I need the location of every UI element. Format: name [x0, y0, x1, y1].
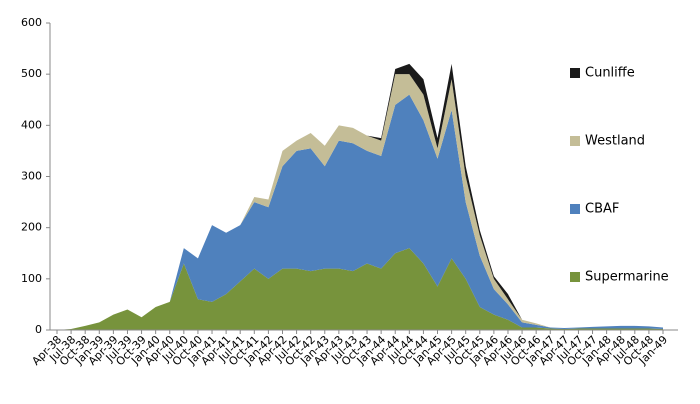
y-tick-label: 100	[21, 272, 42, 285]
y-tick-label: 500	[21, 67, 42, 80]
y-tick-label: 300	[21, 170, 42, 183]
legend-label: CBAF	[585, 202, 619, 217]
legend-label: Westland	[585, 134, 645, 149]
area	[57, 94, 663, 330]
y-tick-label: 400	[21, 118, 42, 131]
legend-swatch	[570, 136, 580, 146]
legend-swatch	[570, 272, 580, 282]
area	[57, 248, 663, 330]
y-tick-label: 0	[35, 323, 42, 336]
y-tick-label: 200	[21, 221, 42, 234]
legend-label: Cunliffe	[585, 66, 635, 81]
legend-swatch	[570, 204, 580, 214]
legend-swatch	[570, 68, 580, 78]
y-tick-label: 600	[21, 16, 42, 29]
legend-label: Supermarine	[585, 270, 669, 285]
